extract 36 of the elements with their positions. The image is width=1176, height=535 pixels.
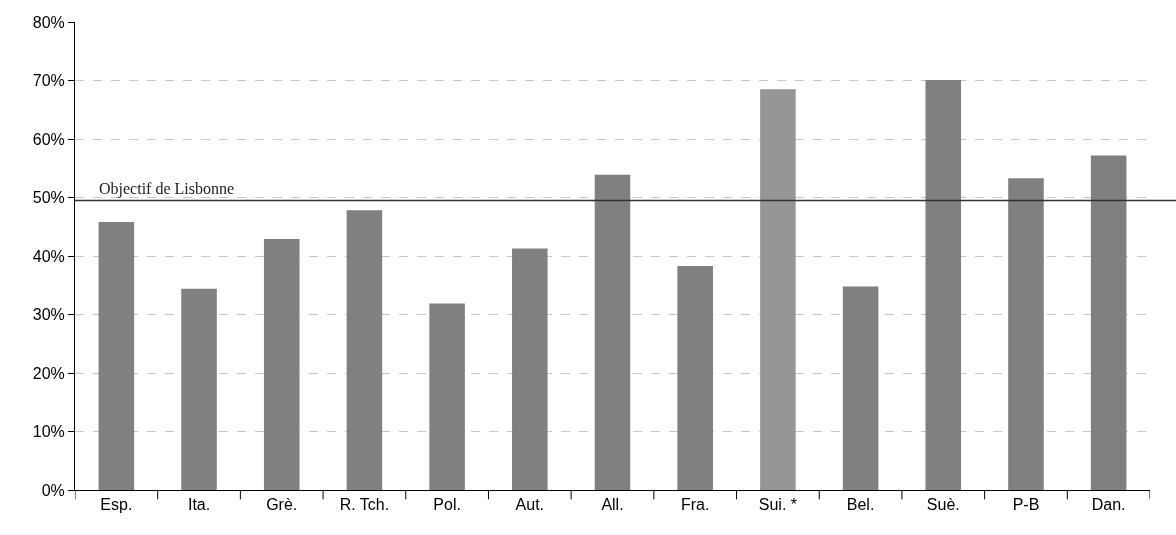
x-tick-label: P-B bbox=[1012, 496, 1040, 514]
x-tick-label: All. bbox=[601, 496, 624, 514]
bar bbox=[594, 174, 631, 490]
x-tick-label: Pol. bbox=[433, 496, 461, 514]
ref-line-label: Objectif de Lisbonne bbox=[99, 180, 235, 198]
bar bbox=[1090, 155, 1127, 490]
x-tick-label: Aut. bbox=[515, 496, 545, 514]
bar bbox=[842, 286, 879, 490]
bar bbox=[346, 210, 383, 490]
bar bbox=[677, 265, 713, 490]
x-tick-label: Fra. bbox=[680, 496, 710, 514]
y-tick-label: 60% bbox=[32, 130, 65, 148]
bar bbox=[760, 89, 796, 490]
x-tick-label: Grè. bbox=[266, 496, 298, 514]
x-tick-label: Esp. bbox=[100, 496, 133, 514]
bar bbox=[98, 222, 135, 490]
y-tick-label: 80% bbox=[32, 13, 65, 31]
x-tick-label: Suè. bbox=[926, 496, 960, 514]
bar bbox=[263, 239, 300, 490]
y-tick-label: 30% bbox=[32, 306, 65, 324]
y-tick-label: 40% bbox=[32, 247, 65, 265]
bar bbox=[429, 303, 465, 490]
bar bbox=[181, 288, 217, 490]
x-tick-label: R. Tch. bbox=[339, 496, 390, 514]
bar bbox=[512, 248, 548, 490]
y-tick-label: 0% bbox=[41, 481, 65, 499]
y-tick-label: 50% bbox=[32, 189, 65, 207]
y-tick-label: 20% bbox=[32, 364, 65, 382]
y-tick-label: 70% bbox=[32, 72, 65, 90]
x-tick-label: Sui. * bbox=[758, 496, 798, 514]
x-tick-label: Dan. bbox=[1091, 496, 1126, 514]
x-tick-label: Ita. bbox=[187, 496, 211, 514]
y-tick-label: 10% bbox=[32, 423, 65, 441]
bar bbox=[925, 79, 962, 490]
bar bbox=[1008, 178, 1044, 490]
x-tick-label: Bel. bbox=[846, 496, 875, 514]
